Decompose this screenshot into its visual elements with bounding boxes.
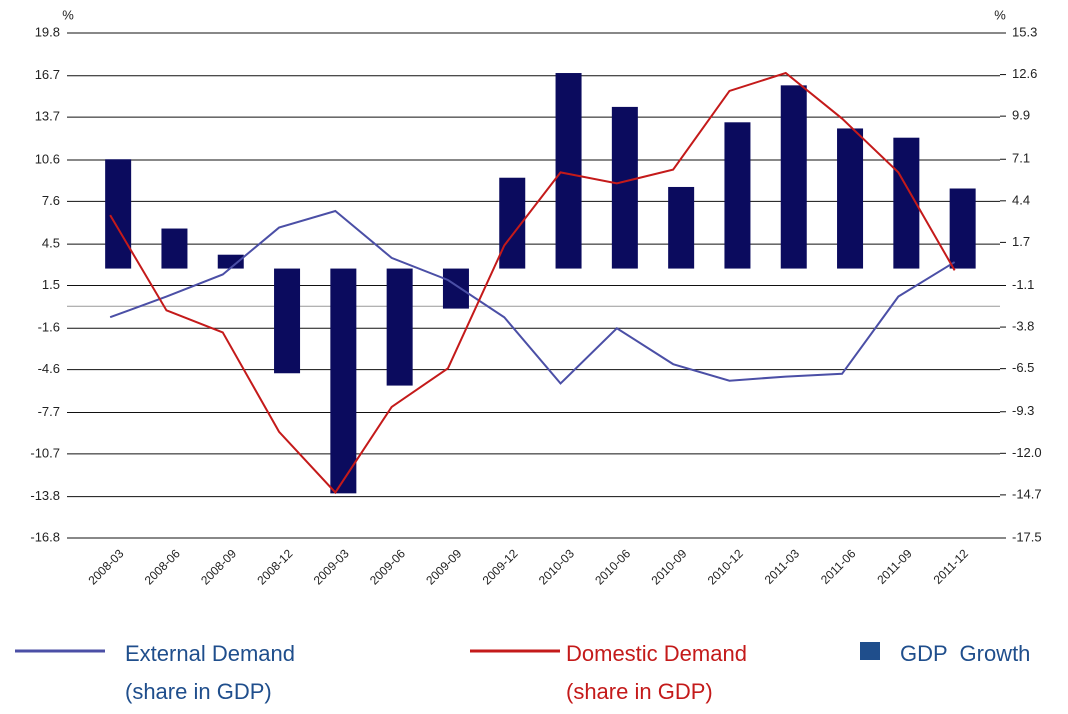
bar	[837, 128, 864, 269]
x-tick-label: 2008-09	[198, 546, 239, 587]
legend-label: External Demand	[125, 641, 295, 666]
y2-tick-label: 9.9	[1012, 108, 1030, 123]
bar	[668, 186, 695, 269]
x-tick-label: 2008-03	[85, 546, 126, 587]
y2-tick-label: -17.5	[1012, 529, 1042, 544]
legend-swatch	[860, 642, 880, 660]
y-tick-label: -16.8	[30, 529, 60, 544]
x-tick-label: 2010-06	[592, 546, 633, 587]
legend-note: (share in GDP)	[125, 679, 272, 704]
legend-note: (share in GDP)	[566, 679, 713, 704]
x-tick-label: 2009-09	[423, 546, 464, 587]
y2-tick-label: 4.4	[1012, 192, 1030, 207]
y-tick-label: -13.8	[30, 488, 60, 503]
bar	[555, 73, 582, 269]
x-tick-label: 2008-12	[254, 546, 295, 587]
y2-tick-label: -3.8	[1012, 319, 1034, 334]
bar	[330, 268, 357, 494]
y2-tick-label: 15.3	[1012, 24, 1037, 39]
y-tick-label: -7.7	[38, 404, 60, 419]
y2-tick-label: 1.7	[1012, 234, 1030, 249]
y-tick-label: 1.5	[42, 277, 60, 292]
bar	[217, 254, 244, 269]
x-tick-label: 2010-03	[536, 546, 577, 587]
y-tick-label: -1.6	[38, 320, 60, 335]
y-tick-label: 10.6	[35, 151, 60, 166]
y-tick-label: 4.5	[42, 236, 60, 251]
x-tick-label: 2008-06	[142, 546, 183, 587]
x-tick-label: 2010-09	[648, 546, 689, 587]
y2-tick-label: -9.3	[1012, 403, 1034, 418]
bar	[780, 85, 807, 269]
x-tick-label: 2009-06	[367, 546, 408, 587]
x-tick-label: 2010-12	[705, 546, 746, 587]
bar	[105, 159, 132, 269]
y2-tick-label: -6.5	[1012, 360, 1034, 375]
bar	[724, 122, 751, 269]
bar	[949, 188, 976, 269]
y-tick-label: 19.8	[35, 24, 60, 39]
x-tick-label: 2011-12	[931, 546, 972, 587]
x-tick-label: 2011-03	[762, 546, 803, 587]
y2-tick-label: 12.6	[1012, 66, 1037, 81]
bar	[386, 268, 413, 386]
y-tick-label: 13.7	[35, 109, 60, 124]
legend-label: Domestic Demand	[566, 641, 747, 666]
y2-tick-label: -14.7	[1012, 486, 1042, 501]
x-tick-label: 2011-09	[874, 546, 915, 587]
bar	[274, 268, 301, 374]
y2-tick-label: -1.1	[1012, 277, 1034, 292]
line	[109, 209, 956, 385]
y2-axis-unit: %	[994, 7, 1006, 22]
y-tick-label: -4.6	[38, 361, 60, 376]
line	[109, 71, 956, 495]
y2-tick-label: -12.0	[1012, 445, 1042, 460]
y-tick-label: -10.7	[30, 445, 60, 460]
y-tick-label: 7.6	[42, 193, 60, 208]
x-tick-label: 2009-03	[311, 546, 352, 587]
bar	[442, 268, 469, 309]
y2-tick-label: 7.1	[1012, 151, 1030, 166]
y-axis-unit: %	[62, 7, 74, 22]
legend-label: GDP Growth	[900, 641, 1030, 666]
bar	[161, 228, 188, 269]
bar	[611, 106, 638, 269]
x-tick-label: 2009-12	[480, 546, 521, 587]
x-tick-label: 2011-06	[818, 546, 859, 587]
y-tick-label: 16.7	[35, 67, 60, 82]
